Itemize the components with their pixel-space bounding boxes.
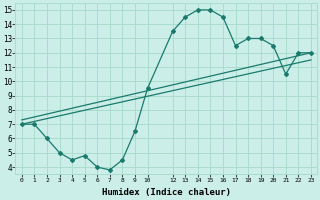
X-axis label: Humidex (Indice chaleur): Humidex (Indice chaleur): [102, 188, 231, 197]
